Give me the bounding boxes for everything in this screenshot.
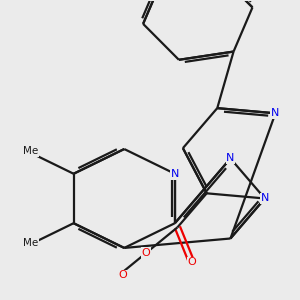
Text: O: O (188, 257, 196, 267)
Text: N: N (171, 169, 179, 179)
Text: N: N (271, 108, 280, 118)
Text: Me: Me (23, 238, 38, 248)
Text: O: O (118, 270, 127, 280)
Text: N: N (261, 194, 269, 203)
Text: O: O (142, 248, 150, 258)
Text: N: N (226, 154, 235, 164)
Text: Me: Me (23, 146, 38, 156)
